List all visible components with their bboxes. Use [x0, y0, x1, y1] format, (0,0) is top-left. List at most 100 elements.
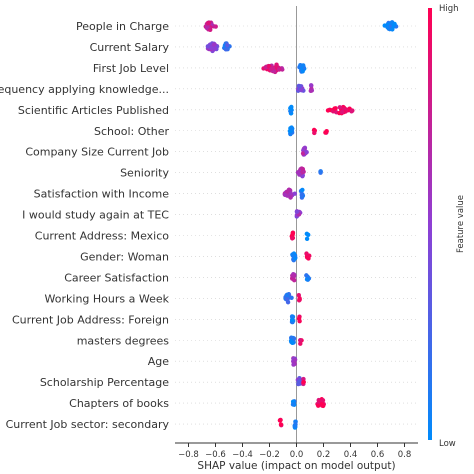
- shap-point: [332, 106, 337, 111]
- shap-point: [304, 231, 310, 237]
- feature-label: Chapters of books: [69, 397, 169, 410]
- feature-labels: People in Charge Current Salary First Job …: [0, 20, 170, 431]
- shap-point: [282, 192, 288, 198]
- shap-point: [286, 187, 292, 193]
- feature-label: Scientific Articles Published: [18, 104, 169, 117]
- shap-point: [297, 83, 302, 89]
- shap-point: [324, 128, 329, 134]
- shap-point: [290, 231, 296, 236]
- feature-label: School: Other: [94, 125, 169, 138]
- feature-label: Seniority: [120, 167, 169, 180]
- feature-label: masters degrees: [77, 334, 170, 347]
- feature-label: Current Salary: [90, 41, 170, 54]
- shap-point: [206, 20, 212, 25]
- shap-point: [301, 148, 306, 153]
- shap-point: [320, 398, 326, 403]
- x-axis: −0.8 −0.6 −0.4 −0.2 0.0 0.2 0.4 0.6 0.8: [175, 442, 418, 460]
- shap-point: [301, 63, 306, 68]
- x-tick-label: 0.6: [371, 450, 385, 460]
- shap-point: [284, 292, 290, 298]
- shap-point: [297, 318, 302, 324]
- shap-point: [297, 338, 303, 343]
- feature-label: Frequency applying knowledge...: [0, 83, 169, 96]
- feature-label: People in Charge: [76, 20, 169, 33]
- shap-point: [208, 27, 213, 32]
- feature-label: Working Hours a Week: [45, 292, 170, 305]
- shap-point: [277, 418, 283, 423]
- shap-point: [340, 109, 345, 115]
- feature-label: Current Address: Mexico: [35, 230, 169, 243]
- shap-point: [223, 47, 229, 52]
- feature-label: Company Size Current Job: [25, 146, 169, 159]
- feature-label: Career Satisfaction: [64, 271, 169, 284]
- shap-point: [294, 209, 300, 214]
- shap-point: [300, 69, 305, 74]
- shap-point: [292, 256, 298, 261]
- x-tick-label: −0.4: [232, 450, 253, 460]
- shap-point: [297, 172, 302, 177]
- colorbar-high-label: High: [439, 4, 459, 14]
- feature-label: Gender: Woman: [80, 250, 169, 263]
- shap-point: [300, 151, 306, 156]
- shap-point: [319, 401, 325, 406]
- shap-point: [298, 87, 304, 93]
- shap-point: [289, 317, 295, 323]
- shap-point: [349, 109, 354, 114]
- shap-point: [225, 42, 230, 48]
- shap-point: [291, 362, 296, 367]
- shap-point: [292, 277, 297, 283]
- shap-point: [288, 338, 294, 343]
- shap-point: [276, 67, 282, 72]
- shap-point: [274, 62, 279, 67]
- shap-points: [203, 20, 399, 430]
- shap-point: [292, 357, 298, 362]
- colorbar-low-label: Low: [439, 439, 456, 449]
- shap-point: [308, 83, 314, 88]
- shap-point: [290, 126, 295, 131]
- feature-label: I would study again at TEC: [22, 209, 169, 222]
- shap-point: [290, 402, 296, 407]
- x-tick-label: 0.8: [398, 450, 412, 460]
- shap-point: [318, 169, 323, 174]
- x-tick-label: 0.0: [290, 450, 304, 460]
- shap-point: [304, 273, 309, 278]
- shap-point: [392, 21, 397, 27]
- shap-point: [337, 105, 343, 110]
- shap-point: [297, 296, 302, 301]
- shap-point: [301, 380, 306, 385]
- shap-point: [290, 252, 295, 257]
- feature-label: First Job Level: [93, 62, 169, 75]
- shap-point: [390, 27, 395, 32]
- colorbar-gradient: [428, 8, 432, 440]
- shap-point: [304, 149, 309, 155]
- shap-point: [316, 403, 321, 408]
- feature-label: Age: [148, 355, 170, 368]
- shap-point: [289, 295, 294, 301]
- shap-point: [205, 44, 211, 49]
- x-tick-label: −0.6: [205, 450, 226, 460]
- shap-point: [288, 105, 293, 111]
- shap-point: [308, 88, 313, 94]
- colorbar-title: Feature value: [456, 195, 466, 253]
- shap-point: [211, 42, 217, 47]
- shap-point: [304, 277, 310, 282]
- shap-point: [291, 273, 297, 278]
- shap-point: [296, 379, 302, 384]
- shap-point: [300, 166, 306, 172]
- x-tick-label: 0.2: [317, 450, 331, 460]
- feature-label: Scholarship Percentage: [40, 376, 169, 389]
- shap-point: [304, 236, 310, 242]
- shap-point: [278, 422, 284, 427]
- row-guides: [175, 25, 418, 425]
- shap-point: [270, 65, 276, 71]
- shap-point: [292, 191, 297, 196]
- shap-point: [292, 423, 297, 428]
- shap-point: [300, 187, 305, 193]
- feature-label: Current Job sector: secondary: [6, 418, 170, 431]
- feature-label: Satisfaction with Income: [34, 188, 170, 201]
- shap-point: [298, 341, 303, 346]
- x-tick-label: 0.4: [344, 450, 358, 460]
- shap-point: [290, 236, 295, 241]
- x-axis-title: SHAP value (impact on model output): [197, 460, 395, 472]
- x-tick-label: −0.8: [178, 450, 199, 460]
